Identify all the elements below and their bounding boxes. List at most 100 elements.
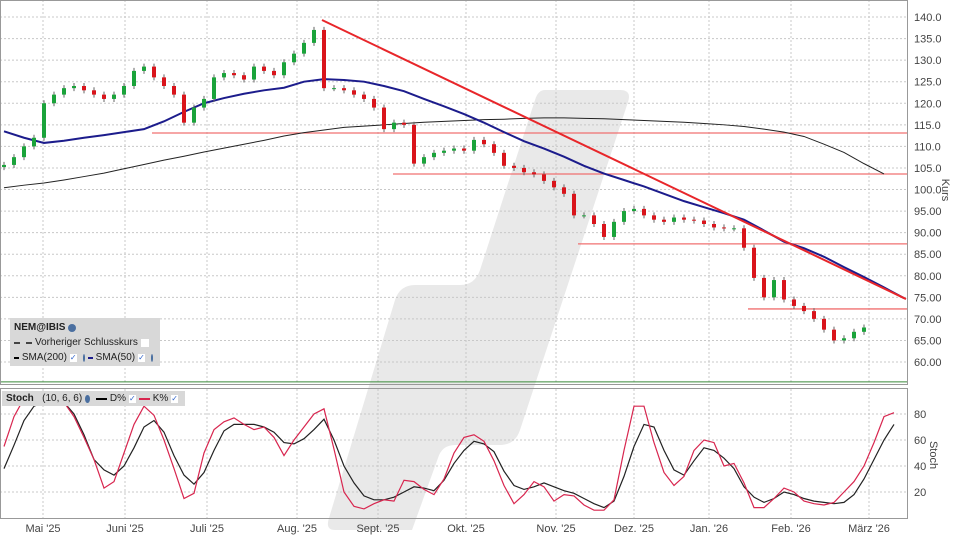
candle-body <box>282 62 286 76</box>
sma50-line-icon <box>87 356 93 359</box>
candle-body <box>262 66 266 71</box>
candle-body <box>412 124 416 164</box>
candle-body <box>352 90 356 95</box>
price-tick-label: 130.0 <box>914 55 942 67</box>
stoch-tick-label: 40 <box>914 461 926 473</box>
globe-icon[interactable] <box>82 353 85 362</box>
candle-body <box>92 90 96 95</box>
price-axis-label: Kurs <box>939 179 951 202</box>
watermark-logo <box>327 90 629 530</box>
candle-body <box>232 73 236 76</box>
candle-body <box>272 70 276 76</box>
candle-body <box>782 280 786 300</box>
candle-body <box>862 327 866 332</box>
price-tick-label: 60.00 <box>914 357 942 369</box>
candle-body <box>832 329 836 341</box>
candle-body <box>62 88 66 95</box>
candle-body <box>592 215 596 224</box>
candle-body <box>222 73 226 78</box>
watermark-shape <box>327 90 629 530</box>
x-tick-label: Juli '25 <box>190 523 224 535</box>
candle-body <box>462 148 466 151</box>
price-tick-label: 140.0 <box>914 12 942 24</box>
candle-body <box>822 318 826 330</box>
price-tick-label: 95.00 <box>914 206 942 218</box>
candle-body <box>82 86 86 91</box>
candle-body <box>362 94 366 99</box>
price-tick-label: 110.0 <box>914 141 941 153</box>
candle-body <box>302 42 306 54</box>
sma50-line <box>3 78 905 300</box>
candle-body <box>12 157 16 165</box>
price-tick-label: 115.0 <box>914 120 941 132</box>
candle-body <box>332 88 336 90</box>
candle-body <box>172 86 176 95</box>
candle-body <box>602 224 606 237</box>
candle-body <box>182 94 186 123</box>
globe-icon[interactable] <box>85 394 91 403</box>
checkbox-sma50[interactable]: ✓ <box>138 352 145 362</box>
candle-body <box>122 86 126 95</box>
price-tick-label: 105.0 <box>914 163 942 175</box>
candle-body <box>632 208 636 212</box>
x-tick-label: Juni '25 <box>106 523 144 535</box>
sma200-line <box>3 117 885 189</box>
candle-body <box>402 122 406 125</box>
candle-body <box>772 280 776 298</box>
candle-body <box>112 94 116 99</box>
candle-body <box>242 75 246 80</box>
candle-body <box>342 88 346 91</box>
checkbox-d[interactable]: ✓ <box>129 393 136 403</box>
stoch-title: Stoch <box>6 393 34 404</box>
price-tick-label: 75.00 <box>914 292 942 304</box>
candle-body <box>102 94 106 99</box>
candle-body <box>42 103 46 138</box>
candle-body <box>382 107 386 130</box>
candle-body <box>722 227 726 229</box>
price-tick-label: 90.00 <box>914 228 942 240</box>
price-tick-label: 65.00 <box>914 335 942 347</box>
candle-body <box>542 174 546 181</box>
candle-body <box>842 338 846 341</box>
legend-k: K% <box>152 393 169 404</box>
candle-body <box>702 220 706 224</box>
candle-body <box>392 122 396 130</box>
checkbox-sma200[interactable]: ✓ <box>69 352 77 362</box>
candle-body <box>132 70 136 86</box>
price-plot <box>0 19 908 383</box>
candle-body <box>612 221 616 237</box>
candle-body <box>52 94 56 104</box>
stoch-grid <box>0 389 908 518</box>
candle-body <box>322 29 326 89</box>
stoch-tick-label: 60 <box>914 435 926 447</box>
price-legend: NEM@IBIS Vorheriger Schlusskurs SMA(200)… <box>10 318 160 366</box>
price-tick-label: 100.0 <box>914 185 942 197</box>
stoch-tick-label: 80 <box>914 409 926 421</box>
x-tick-label: Aug. '25 <box>277 523 317 535</box>
globe-icon[interactable] <box>68 323 77 332</box>
candle-body <box>572 193 576 216</box>
candle-body <box>432 152 436 158</box>
price-tick-label: 70.00 <box>914 314 942 326</box>
price-tick-label: 80.00 <box>914 271 942 283</box>
candle-body <box>672 217 676 222</box>
checkbox-prev-close[interactable] <box>140 338 149 347</box>
price-pane-frame <box>0 0 908 385</box>
price-grid <box>0 0 908 385</box>
candle-body <box>212 77 216 99</box>
candle-body <box>142 66 146 71</box>
candle-body <box>762 277 766 298</box>
checkbox-k[interactable]: ✓ <box>171 393 178 403</box>
candle-body <box>802 305 806 312</box>
x-tick-label: Nov. '25 <box>536 523 575 535</box>
candle-body <box>502 152 506 166</box>
candle-body <box>652 215 656 220</box>
candle-body <box>442 150 446 153</box>
candle-body <box>312 29 316 43</box>
candle-body <box>472 139 476 151</box>
globe-icon[interactable] <box>150 353 153 362</box>
price-tick-label: 85.00 <box>914 249 942 261</box>
candle-body <box>852 331 856 339</box>
candle-body <box>2 164 6 168</box>
